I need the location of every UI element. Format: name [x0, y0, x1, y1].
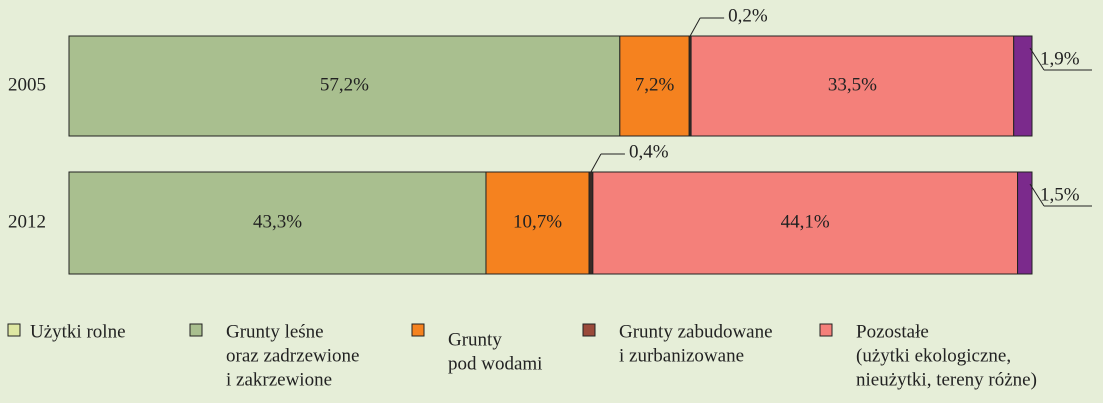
bar-segment	[690, 35, 1015, 137]
bar-segment	[68, 35, 621, 137]
bar-segment	[485, 171, 590, 275]
legend-label: Użytki rolne	[30, 321, 126, 342]
legend-label: Grunty	[448, 329, 502, 350]
legend-label: Grunty leśne	[226, 321, 324, 342]
category-label: 2005	[8, 74, 46, 95]
legend-label: oraz zadrzewione	[226, 345, 359, 366]
data-label: 44,1%	[781, 211, 830, 232]
data-label: 0,4%	[629, 141, 669, 162]
data-label: 0,2%	[728, 5, 768, 26]
data-label: 7,2%	[635, 74, 675, 95]
bar-segment	[1017, 171, 1033, 275]
legend-label: Pozostałe	[856, 321, 929, 342]
legend-swatch	[189, 323, 203, 337]
data-label: 10,7%	[513, 211, 562, 232]
data-label: 1,5%	[1040, 184, 1080, 205]
legend-label: Grunty zabudowane	[619, 321, 773, 342]
bar-segment	[588, 171, 594, 275]
data-label: 43,3%	[253, 211, 302, 232]
legend-swatch	[819, 323, 833, 337]
leader-line	[590, 153, 602, 173]
bar-segment	[68, 171, 487, 275]
data-label: 33,5%	[828, 74, 877, 95]
legend-label: pod wodami	[448, 353, 542, 374]
leader-line	[1029, 183, 1045, 207]
bar-segment	[592, 171, 1019, 275]
data-label: 57,2%	[320, 74, 369, 95]
leader-line	[689, 17, 701, 37]
data-label: 1,9%	[1040, 48, 1080, 69]
bar-segment	[1013, 35, 1033, 137]
category-label: 2012	[8, 211, 46, 232]
legend-label: (użytki ekologiczne,	[856, 345, 1011, 366]
legend-label: i zurbanizowane	[619, 345, 744, 366]
legend-swatch	[7, 323, 21, 337]
legend-label: i zakrzewione	[226, 369, 332, 390]
bar-segment	[619, 35, 690, 137]
legend-label: nieużytki, tereny różne)	[856, 369, 1037, 390]
legend-swatch	[411, 323, 425, 337]
leader-line	[1029, 47, 1045, 71]
legend-swatch	[582, 323, 596, 337]
